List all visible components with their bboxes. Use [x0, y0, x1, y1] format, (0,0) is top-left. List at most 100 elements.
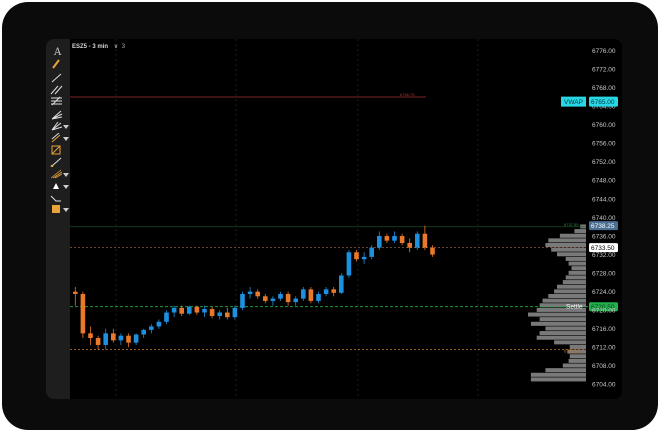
volume-profile-bar: [557, 252, 586, 257]
candle-body: [247, 291, 253, 294]
trend-line-icon[interactable]: [48, 73, 68, 83]
y-tick-label: 6728.00: [592, 270, 616, 277]
y-tick-label: 6772.00: [592, 66, 616, 73]
volume-profile-bar: [557, 284, 586, 289]
arrow-marker-icon[interactable]: [48, 181, 69, 191]
volume-profile-bar: [530, 372, 586, 377]
drawing-toolbar: A: [46, 39, 70, 399]
candle-body: [149, 326, 154, 330]
candle-body: [73, 291, 78, 294]
volume-profile-bar: [565, 256, 586, 261]
ray-icon[interactable]: [48, 157, 68, 167]
last-price-badge: [589, 243, 618, 253]
candle-body: [80, 293, 86, 334]
y-tick-label: 6740.00: [592, 215, 616, 222]
volume-profile-bar: [551, 247, 586, 252]
bid-price-badge: [589, 221, 618, 231]
candle-body: [422, 233, 428, 248]
candle-body: [361, 256, 367, 260]
chevron-down-icon[interactable]: ∨: [113, 44, 119, 50]
y-tick-label: 6712.00: [592, 345, 616, 352]
candle-body: [141, 329, 146, 335]
volume-profile-bar: [530, 321, 586, 326]
candle-body: [187, 306, 192, 314]
pencil-icon[interactable]: [48, 59, 68, 69]
volume-profile-bar: [565, 275, 586, 280]
candle-body: [225, 312, 230, 318]
y-tick-label: 6752.00: [592, 159, 616, 166]
candle-body: [164, 312, 169, 322]
color-swatch-icon[interactable]: [48, 204, 69, 214]
candle-body: [415, 233, 420, 248]
candle-body: [285, 293, 291, 303]
y-tick-label: 6748.00: [592, 178, 616, 185]
candle-body: [392, 236, 397, 241]
candle-body: [430, 247, 435, 255]
volume-profile-bar: [569, 354, 586, 359]
candle-body: [240, 293, 245, 308]
tablet-frame: 6766.75 6737.50 Settle 6720.50 6711.50 6776.0…: [2, 2, 658, 430]
volume-profile-bar: [567, 349, 586, 354]
candle-body: [202, 309, 207, 313]
y-tick-label: 6744.00: [592, 196, 616, 203]
volume-profile-bar: [568, 261, 586, 266]
candle-body: [118, 335, 124, 341]
red-level-label: 6766.75: [400, 92, 415, 97]
candle-body: [384, 236, 390, 241]
measure-icon[interactable]: [48, 169, 69, 179]
settle-price-badge: [589, 302, 618, 312]
volume-profile-bar: [536, 335, 586, 340]
volume-profile-bar: [571, 266, 586, 271]
candle-body: [316, 293, 321, 301]
y-tick-label: 6704.00: [592, 382, 616, 389]
candle-body: [209, 309, 215, 316]
pitchfork-icon[interactable]: [48, 121, 69, 131]
volume-profile-bar: [568, 270, 586, 275]
symbol-label[interactable]: ESZ5 - 3 min: [72, 44, 109, 50]
volume-profile-bar: [562, 280, 586, 285]
y-tick-label: 6776.00: [592, 48, 616, 55]
vwap-price-badge: [589, 96, 618, 107]
candle-body: [133, 334, 139, 343]
volume-profile-bar: [548, 293, 586, 299]
y-tick-label: 6716.00: [592, 326, 616, 333]
text-tool-glyph: A: [53, 47, 62, 57]
candle-body: [95, 338, 101, 345]
volume-profile-bar: [530, 377, 586, 382]
volume-profile-bar: [562, 363, 586, 368]
volume-profile-bar: [542, 298, 586, 303]
volume-profile-bar: [545, 242, 586, 248]
y-tick-label: 6756.00: [592, 141, 616, 148]
candle-body: [171, 307, 177, 313]
candle-body: [232, 307, 238, 318]
parallel-lines-icon[interactable]: [48, 85, 68, 95]
fan-icon[interactable]: [48, 110, 68, 120]
gann-icon[interactable]: [48, 145, 68, 155]
candle-body: [293, 298, 298, 303]
price-chart[interactable]: 6766.75 6737.50 Settle 6720.50 6711.50 6776.0…: [46, 39, 622, 399]
green-level-label: 6737.50: [564, 222, 579, 227]
volume-profile-bar: [536, 307, 586, 312]
cursor-line-icon[interactable]: [48, 193, 68, 203]
interval-count: 3: [121, 44, 126, 50]
chart-header[interactable]: ESZ5 - 3 min ∨ 3: [72, 43, 125, 55]
volume-profile-bar: [554, 289, 586, 294]
y-tick-label: 6720.00: [592, 308, 616, 315]
candle-body: [323, 289, 329, 294]
candle-body: [194, 306, 200, 313]
channel-icon[interactable]: [48, 133, 69, 143]
candle-body: [111, 333, 116, 341]
candle-body: [278, 293, 283, 299]
candle-body: [255, 291, 260, 297]
volume-profile-bar: [554, 340, 586, 345]
y-tick-label: 6764.00: [592, 104, 616, 111]
candle-body: [179, 307, 184, 314]
text-tool-icon[interactable]: A: [48, 45, 68, 57]
volume-profile-bar: [528, 312, 586, 317]
volume-profile-bar: [569, 344, 586, 350]
y-tick-label: 6768.00: [592, 85, 616, 92]
y-tick-label: 6736.00: [592, 233, 616, 240]
candle-body: [354, 252, 359, 260]
fibonacci-icon[interactable]: [48, 96, 68, 106]
candle-body: [331, 289, 336, 293]
